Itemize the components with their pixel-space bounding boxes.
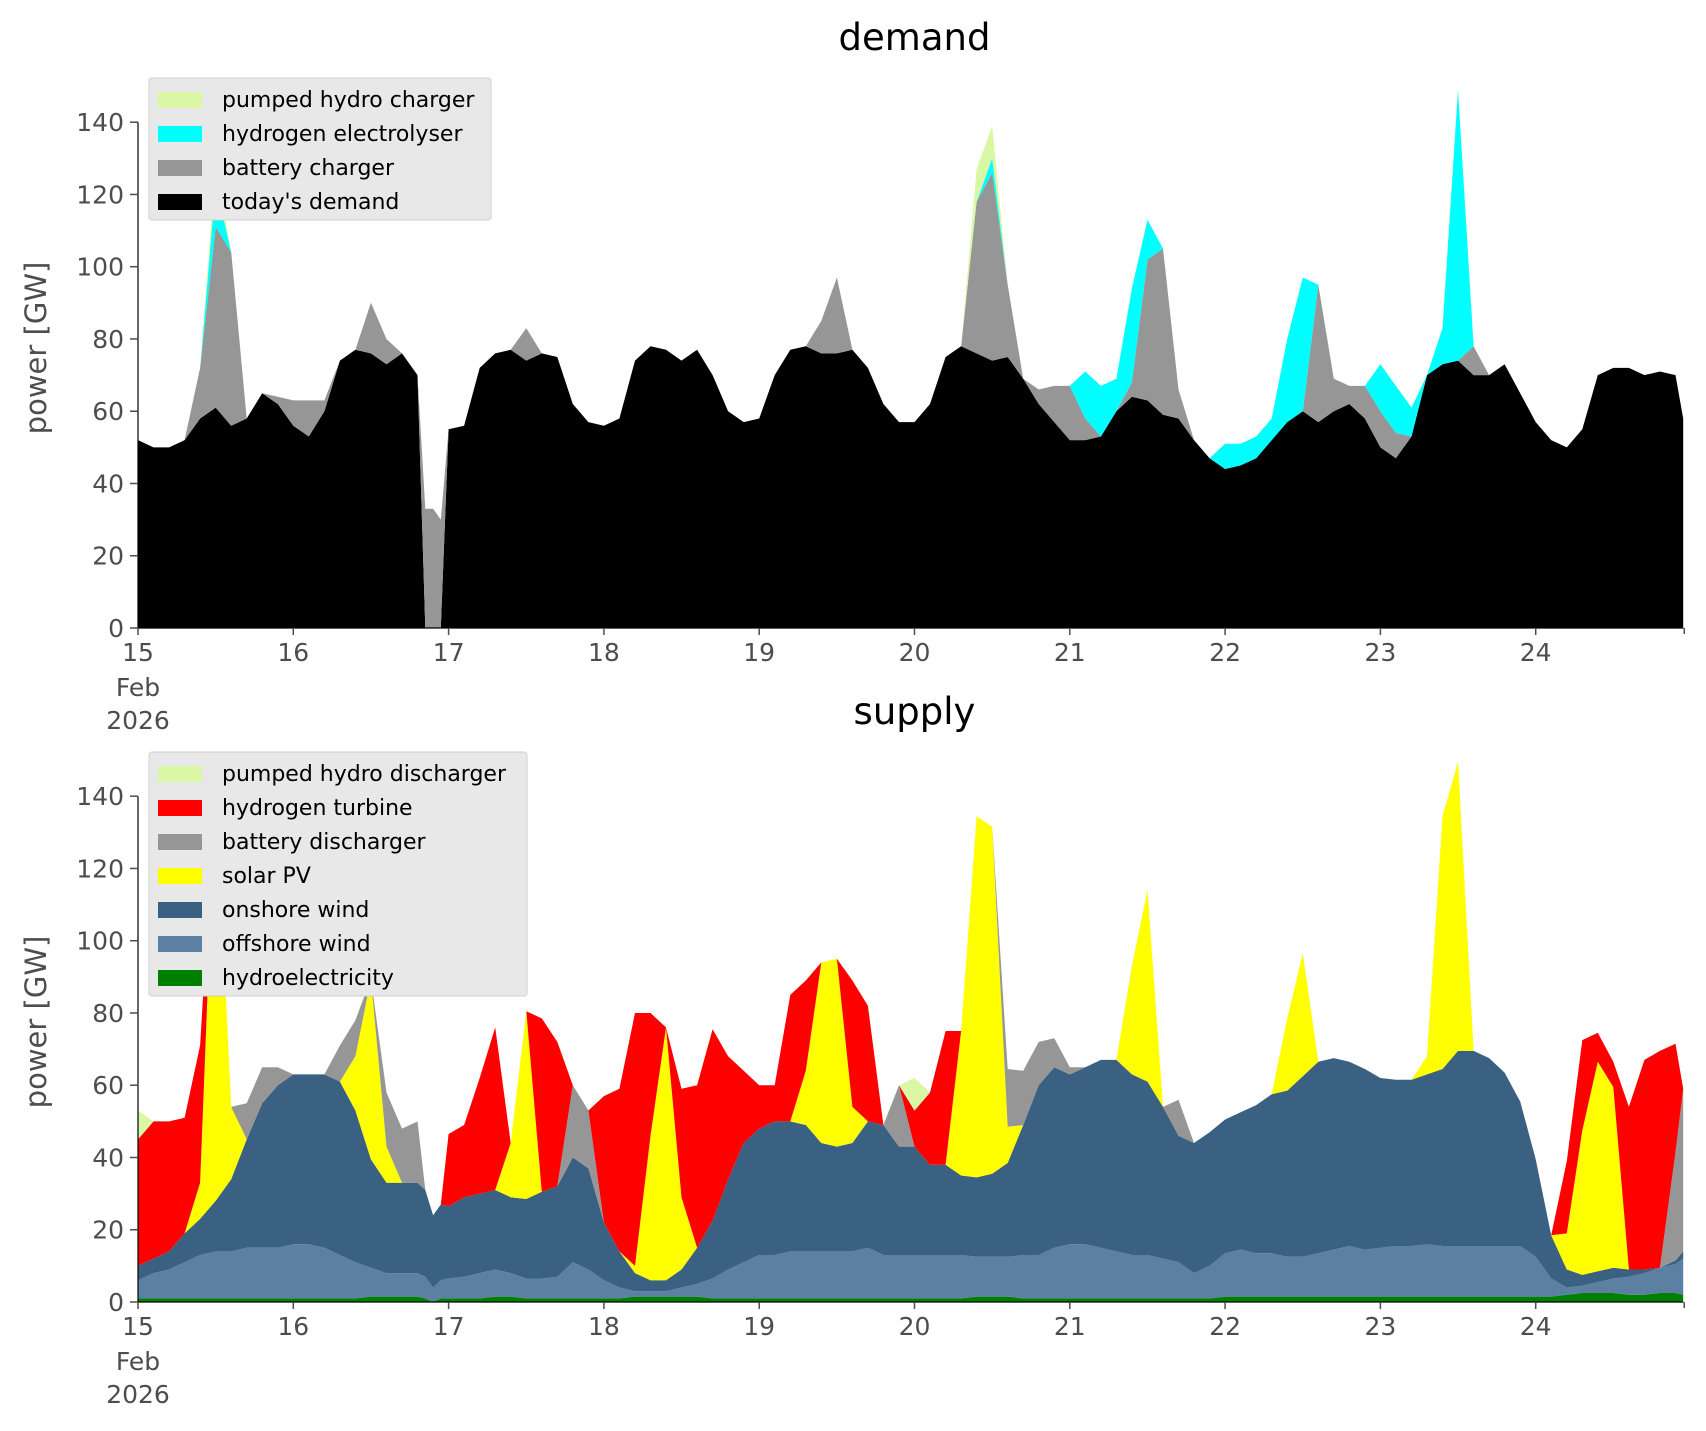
legend-label-hydrogen-turbine: hydrogen turbine [222, 796, 413, 821]
y-tick-label: 0 [108, 614, 124, 643]
legend-swatch-solar-pv [158, 868, 202, 884]
legend-swatch-battery-discharger [158, 834, 202, 850]
series-areas [138, 761, 1684, 1302]
area-hydrogen-electrolyser [138, 89, 1684, 520]
x-tick-label: 24 [1520, 638, 1552, 667]
x-tick-label: 15 [122, 638, 154, 667]
legend-swatch-today-s-demand [158, 194, 202, 210]
area-today-s-demand [138, 346, 1684, 628]
x-tick-label: 21 [1054, 1312, 1086, 1341]
area-onshore-wind [138, 1050, 1684, 1292]
x-tick-label: 17 [433, 1312, 465, 1341]
x-tick-sublabel: 2026 [106, 1380, 170, 1409]
chart-title: demand [839, 16, 991, 59]
legend-label-solar-pv: solar PV [222, 864, 311, 889]
legend-label-onshore-wind: onshore wind [222, 898, 369, 923]
legend-swatch-hydrogen-electrolyser [158, 126, 202, 142]
y-tick-label: 20 [92, 542, 124, 571]
legend: pumped hydro charger hydrogen electrolyse… [148, 77, 492, 221]
x-tick-label: 21 [1054, 638, 1086, 667]
y-axis-label: power [GW] [19, 936, 53, 1109]
legend-label-hydroelectricity: hydroelectricity [222, 966, 394, 991]
y-tick-label: 120 [76, 180, 124, 209]
legend-swatch-onshore-wind [158, 902, 202, 918]
chart-title: supply [854, 690, 976, 733]
area-solar-pv [138, 761, 1684, 1281]
chart-panel-demand: demand 0 20 40 60 80 100 120 140 15 Feb 2026 16 17 18 1… [19, 16, 1685, 735]
legend-swatch-hydrogen-turbine [158, 800, 202, 816]
x-tick-label: 20 [899, 1312, 931, 1341]
chart-panel-supply: supply 0 20 40 60 80 100 120 140 15 Feb 2026 16 17 18 1… [19, 690, 1685, 1409]
x-tick-label: 23 [1364, 638, 1396, 667]
legend-swatch-pumped-hydro-discharger [158, 766, 202, 782]
legend-swatch-hydroelectricity [158, 970, 202, 986]
y-tick-label: 0 [108, 1288, 124, 1317]
legend-swatch-battery-charger [158, 160, 202, 176]
y-tick-label: 100 [76, 253, 124, 282]
x-tick-label: 20 [899, 638, 931, 667]
x-tick-label: 18 [588, 1312, 620, 1341]
legend-box [148, 77, 492, 221]
x-tick-sublabel: Feb [116, 1347, 160, 1376]
legend-label-pumped-hydro-charger: pumped hydro charger [222, 88, 475, 113]
x-tick-label: 22 [1209, 638, 1241, 667]
x-tick-sublabel: Feb [116, 673, 160, 702]
x-tick-sublabel: 2026 [106, 706, 170, 735]
x-tick-label: 16 [277, 638, 309, 667]
legend-label-hydrogen-electrolyser: hydrogen electrolyser [222, 122, 463, 147]
x-tick-label: 15 [122, 1312, 154, 1341]
y-tick-label: 80 [92, 999, 124, 1028]
area-hydroelectricity [138, 1293, 1684, 1302]
legend-label-offshore-wind: offshore wind [222, 932, 371, 957]
legend-label-battery-charger: battery charger [222, 156, 395, 181]
x-tick-label: 19 [743, 1312, 775, 1341]
y-tick-label: 140 [76, 782, 124, 811]
y-tick-label: 40 [92, 1143, 124, 1172]
legend-label-pumped-hydro-discharger: pumped hydro discharger [222, 762, 507, 787]
y-tick-label: 40 [92, 469, 124, 498]
area-offshore-wind [138, 1244, 1684, 1302]
y-tick-label: 120 [76, 854, 124, 883]
x-tick-label: 23 [1364, 1312, 1396, 1341]
x-tick-label: 24 [1520, 1312, 1552, 1341]
legend-swatch-offshore-wind [158, 936, 202, 952]
y-tick-label: 100 [76, 927, 124, 956]
x-tick-label: 17 [433, 638, 465, 667]
legend-label-battery-discharger: battery discharger [222, 830, 427, 855]
legend-swatch-pumped-hydro-charger [158, 92, 202, 108]
series-areas [138, 89, 1684, 629]
y-tick-label: 20 [92, 1216, 124, 1245]
y-tick-label: 60 [92, 1071, 124, 1100]
x-tick-label: 19 [743, 638, 775, 667]
y-tick-label: 80 [92, 325, 124, 354]
legend: pumped hydro discharger hydrogen turbine b… [148, 751, 528, 997]
y-tick-label: 140 [76, 108, 124, 137]
x-tick-label: 16 [277, 1312, 309, 1341]
legend-box [148, 751, 528, 997]
y-axis-label: power [GW] [19, 262, 53, 435]
x-tick-label: 22 [1209, 1312, 1241, 1341]
legend-label-today-s-demand: today's demand [222, 190, 399, 215]
y-tick-label: 60 [92, 397, 124, 426]
x-tick-label: 18 [588, 638, 620, 667]
